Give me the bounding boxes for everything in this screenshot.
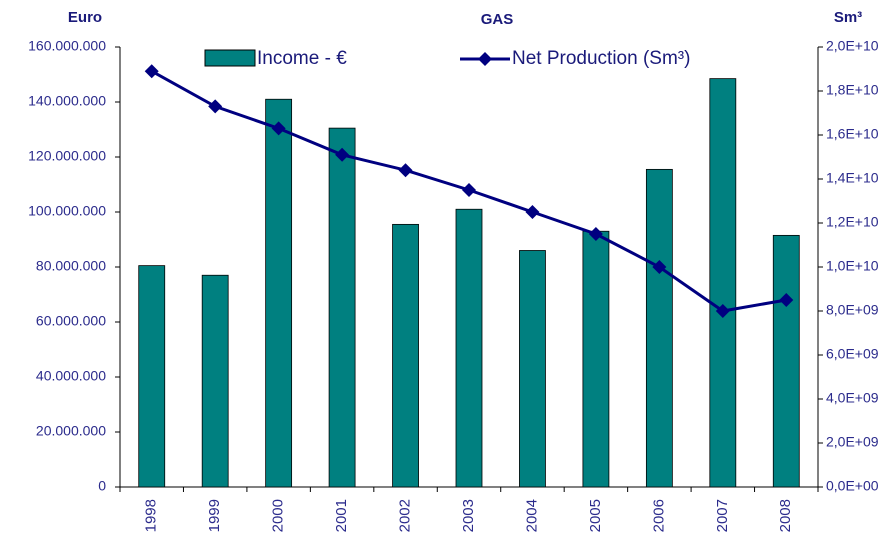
- bar: [265, 98, 293, 488]
- x-tick-label: 2000: [270, 499, 287, 532]
- bar: [582, 230, 610, 488]
- y-tick-label: 120.000.000: [28, 148, 106, 164]
- y-tick-label: 0: [98, 478, 106, 494]
- y2-tick-label: 6,0E+09: [826, 346, 879, 362]
- x-tick-label: 2006: [650, 499, 667, 532]
- y2-tick-label: 0,0E+00: [826, 478, 879, 494]
- y-tick-label: 80.000.000: [36, 258, 106, 274]
- x-tick-label: 2008: [777, 499, 794, 532]
- y2-tick-label: 2,0E+10: [826, 38, 879, 54]
- y2-tick-label: 1,0E+10: [826, 258, 879, 274]
- x-tick-label: 2005: [587, 499, 604, 532]
- bar: [328, 127, 356, 488]
- marker: [208, 99, 223, 114]
- marker: [144, 64, 159, 79]
- bar: [138, 265, 166, 488]
- x-tick-label: 2002: [397, 499, 414, 532]
- x-tick-label: 2003: [460, 499, 477, 532]
- y2-tick-label: 8,0E+09: [826, 302, 879, 318]
- bar: [645, 168, 673, 488]
- marker: [652, 260, 667, 274]
- bar: [455, 208, 483, 488]
- marker: [398, 163, 413, 178]
- x-tick-label: 1999: [206, 499, 223, 532]
- y2-tick-label: 1,8E+10: [826, 82, 879, 98]
- marker: [588, 227, 603, 241]
- bar: [709, 78, 737, 488]
- marker: [779, 293, 794, 307]
- marker: [525, 205, 540, 219]
- x-tick-label: 2001: [333, 499, 350, 532]
- legend-label: Income - €: [257, 48, 347, 69]
- bar: [201, 274, 229, 488]
- y2-tick-label: 1,4E+10: [826, 170, 879, 186]
- y-tick-label: 20.000.000: [36, 423, 106, 439]
- x-tick-label: 2007: [714, 499, 731, 532]
- y2-axis-title: Sm³: [834, 9, 862, 26]
- marker: [271, 121, 286, 136]
- y-tick-label: 100.000.000: [28, 203, 106, 219]
- y2-tick-label: 1,2E+10: [826, 214, 879, 230]
- bar: [772, 234, 800, 488]
- y-axis-title: Euro: [68, 9, 102, 26]
- marker: [462, 183, 476, 197]
- y2-tick-label: 4,0E+09: [826, 390, 879, 406]
- chart-title: GAS: [481, 11, 514, 28]
- legend-label: Net Production (Sm³): [512, 48, 690, 69]
- bar: [519, 250, 546, 488]
- bar: [392, 223, 419, 488]
- x-tick-label: 1998: [143, 499, 160, 532]
- marker: [715, 304, 730, 318]
- y-tick-label: 40.000.000: [36, 368, 106, 384]
- x-tick-label: 2004: [523, 499, 540, 532]
- y2-tick-label: 2,0E+09: [826, 434, 879, 450]
- legend-marker: [478, 52, 492, 66]
- y-tick-label: 160.000.000: [28, 38, 106, 54]
- y2-tick-label: 1,6E+10: [826, 126, 879, 142]
- marker: [335, 147, 350, 162]
- y-tick-label: 140.000.000: [28, 93, 106, 109]
- legend-swatch: [204, 49, 256, 67]
- y-tick-label: 60.000.000: [36, 313, 106, 329]
